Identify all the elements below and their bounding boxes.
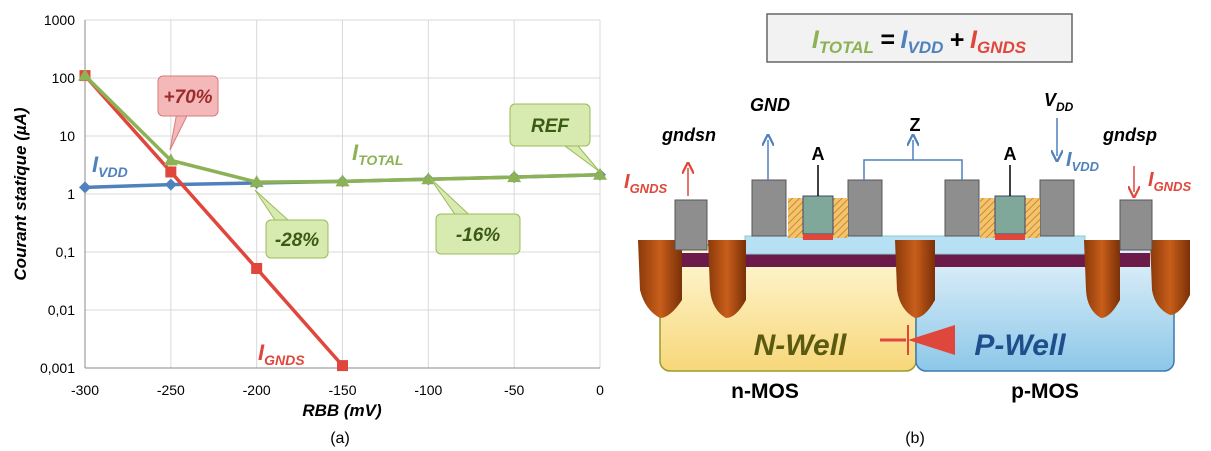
label-main: I [1066,149,1072,171]
marker [79,181,91,194]
series-name: I [92,152,99,177]
x-tick-label: -300 [71,382,99,398]
series-label: IGNDS [258,340,305,368]
formula-sub: VDD [908,38,944,57]
x-tick-label: -50 [504,382,524,398]
annotation: -16% [456,225,500,246]
wires [688,118,1134,196]
gates [788,195,1040,240]
y-tick-label: 1000 [44,12,75,28]
marker [78,68,92,81]
sti [638,240,1190,318]
callout-fill [511,105,589,145]
series-label: ITOTAL [352,140,404,168]
callout-fill [437,215,519,253]
series-name-sub: VDD [98,164,128,180]
x-tick-label: -250 [157,382,185,398]
label: IGNDS [624,171,667,196]
formula-box [766,13,1073,63]
formula-op: = [880,26,895,54]
formula-term: I [901,26,909,54]
label: A [812,144,825,164]
marker [507,170,522,183]
label-sub: VDD [1072,159,1100,174]
device-label: n-MOS [731,380,799,403]
label-main: V [1044,90,1058,110]
series-line [83,74,344,367]
series-name: I [258,340,265,365]
caption: (a) [330,430,350,447]
label: GND [750,95,790,115]
marker [163,153,178,166]
contacts [674,179,1153,251]
callout-fill [267,221,327,257]
series-name-sub: TOTAL [358,152,403,168]
x-tick-label: -200 [243,382,271,398]
label-main: I [624,171,630,193]
label: IGNDS [1148,169,1191,194]
x-tick-label: -150 [328,382,356,398]
diagram: ITOTAL = IVDD + IGNDS [624,13,1191,447]
label-sub: GNDS [1154,179,1192,194]
x-axis-title: RBB (mV) [302,401,382,420]
label: gndsp [1102,125,1157,145]
formula: ITOTAL = IVDD + IGNDS [812,26,1027,57]
callout-fill [159,77,217,115]
formula-term: I [970,26,978,54]
label-sub: GNDS [630,181,668,196]
formula-term: I [812,26,820,54]
marker [165,166,177,178]
label: Z [910,115,921,135]
label-main: I [1148,169,1154,191]
chart: 0,001 0,01 0,1 1 10 100 1000 -300 -250 -200 -150 -1… [40,12,607,398]
label: VDD [1044,90,1074,114]
label: A [1004,144,1017,164]
marker [593,167,607,180]
caption: (b) [905,430,925,447]
marker [335,174,350,187]
x-tick-label: 0 [596,382,604,398]
junction-arrow [908,325,955,355]
annotation: +70% [163,87,212,108]
marker [337,360,348,372]
x-tick-label: -100 [414,382,442,398]
series-name-sub: GNDS [264,352,305,368]
p-well-label: P-Well [974,329,1066,362]
series-label: IVDD [92,152,128,180]
device-label: p-MOS [1011,380,1079,403]
y-tick-label: 10 [59,128,75,144]
y-tick-label: 0,001 [40,360,75,376]
formula-op: + [949,26,964,54]
y-axis-title: Courant statique (µA) [11,107,30,281]
label-sub: DD [1056,100,1074,114]
n-well-label: N-Well [754,329,847,362]
annotation: REF [531,116,570,137]
formula-sub: TOTAL [819,38,874,57]
marker [164,178,177,191]
marker [251,262,263,274]
y-tick-label: 1 [67,186,75,202]
formula-sub: GNDS [977,38,1027,57]
y-tick-label: 0,01 [48,302,75,318]
y-tick-label: 100 [52,70,76,86]
label: gndsn [661,125,716,145]
annotation: -28% [275,230,319,251]
marker [249,175,264,188]
y-tick-label: 0,1 [56,244,76,260]
label: IVDD [1066,149,1100,174]
series-name: I [352,140,359,165]
